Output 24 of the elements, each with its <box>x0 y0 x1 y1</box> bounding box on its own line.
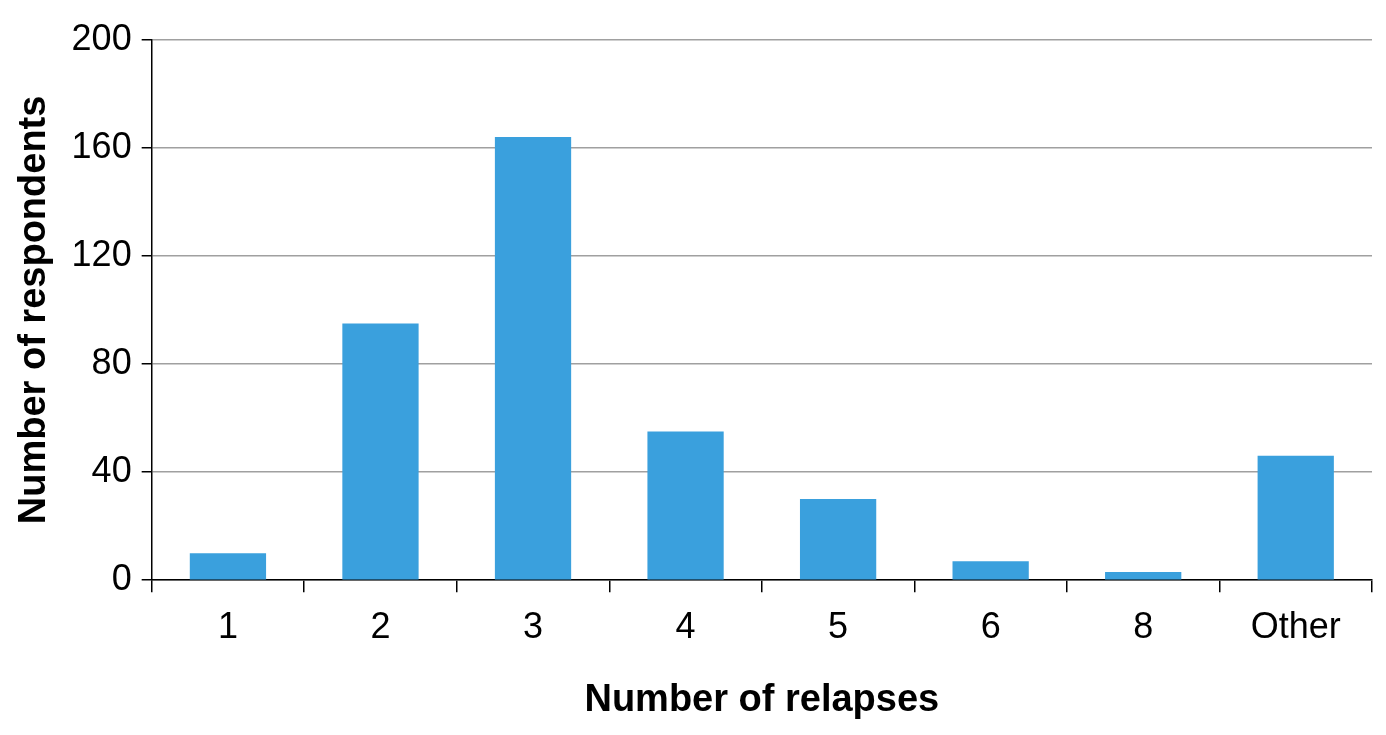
x-tick-label: 4 <box>675 604 696 646</box>
y-tick-label: 160 <box>71 124 132 166</box>
bar <box>189 553 267 580</box>
y-axis-title: Number of respondents <box>11 95 54 525</box>
bar <box>952 561 1029 580</box>
bar <box>342 323 419 580</box>
y-tick-label: 120 <box>71 232 132 274</box>
x-tick-label: 8 <box>1133 604 1154 646</box>
bar <box>1105 572 1182 580</box>
x-tick-label: 2 <box>370 604 391 646</box>
y-tick-label: 0 <box>111 557 132 599</box>
bar <box>1257 455 1334 580</box>
bar <box>494 136 572 580</box>
x-tick-label: 1 <box>217 604 238 646</box>
y-tick-label: 80 <box>91 340 132 382</box>
x-axis-title: Number of relapses <box>584 676 940 719</box>
y-tick-label: 200 <box>71 16 132 58</box>
y-tick-label: 40 <box>91 449 132 490</box>
x-tick-label: 3 <box>523 604 544 646</box>
bar <box>647 431 724 580</box>
bar <box>799 499 877 580</box>
x-tick-label: Other <box>1250 604 1341 646</box>
x-tick-label: 5 <box>828 604 849 646</box>
x-tick-label: 6 <box>980 604 1001 646</box>
